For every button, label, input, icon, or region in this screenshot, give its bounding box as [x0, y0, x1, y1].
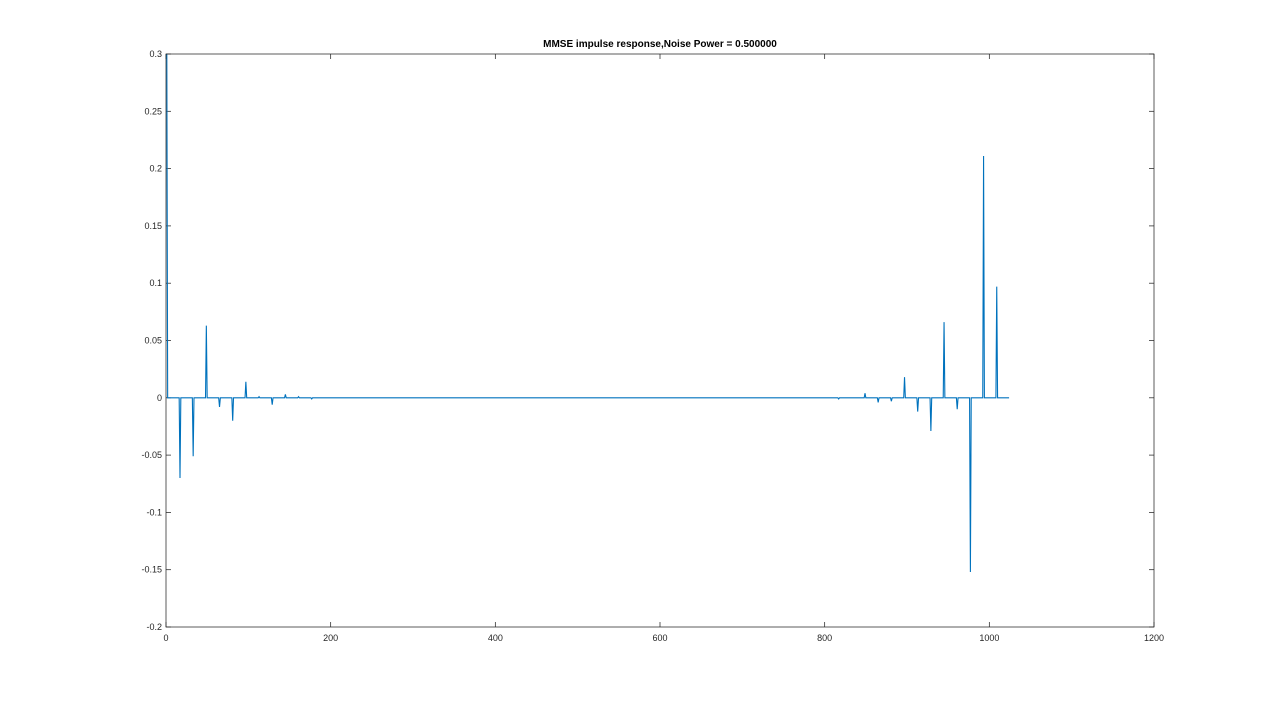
spike-point	[890, 400, 892, 402]
y-tick-label: 0.2	[149, 164, 162, 174]
y-tick-label: 0.1	[149, 278, 162, 288]
axes-box	[165, 53, 1155, 628]
spike-point	[917, 410, 919, 412]
spike-point	[231, 420, 233, 422]
y-tick-label: 0.05	[144, 336, 162, 346]
x-tick-label: 400	[488, 633, 503, 643]
spike-point	[218, 406, 220, 408]
axes-background	[166, 54, 1154, 627]
x-tick-label: 1200	[1144, 633, 1164, 643]
spike-point	[192, 455, 194, 457]
x-tick-label: 600	[652, 633, 667, 643]
y-tick-label: 0.15	[144, 221, 162, 231]
x-tick-label: 800	[817, 633, 832, 643]
x-tick-label: 200	[323, 633, 338, 643]
spike-point	[969, 571, 971, 573]
y-tick-label: -0.15	[141, 565, 162, 575]
spike-point	[996, 285, 998, 287]
y-tick-label: -0.05	[141, 450, 162, 460]
y-tick-label: 0	[157, 393, 162, 403]
impulse-response-line	[166, 53, 1010, 572]
spike-point	[311, 398, 313, 400]
spike-point	[179, 477, 181, 479]
spike-point	[284, 393, 286, 395]
y-tick-label: -0.1	[146, 507, 162, 517]
spike-point	[837, 398, 839, 400]
x-tick-label: 1000	[979, 633, 999, 643]
spike-point	[956, 408, 958, 410]
spike-point	[982, 155, 984, 157]
spike-point	[903, 376, 905, 378]
spike-point	[297, 395, 299, 397]
spike-point	[930, 430, 932, 432]
series-layer	[166, 53, 1010, 573]
spike-point	[205, 324, 207, 326]
chart-title: MMSE impulse response,Noise Power = 0.50…	[543, 39, 777, 50]
ticks-layer: 0 200 400 600 800 1000 1200 -0.2 -0.15 -0.1 -0.05 0…	[141, 49, 1164, 643]
spike-point	[271, 403, 273, 405]
spike-point	[245, 381, 247, 383]
y-tick-label: -0.2	[146, 622, 162, 632]
spike-point	[258, 395, 260, 397]
spike-point	[877, 401, 879, 403]
spike-point	[943, 321, 945, 323]
spike-point	[864, 392, 866, 394]
y-tick-label: 0.3	[149, 49, 162, 59]
x-tick-label: 0	[163, 633, 168, 643]
y-tick-label: 0.25	[144, 106, 162, 116]
